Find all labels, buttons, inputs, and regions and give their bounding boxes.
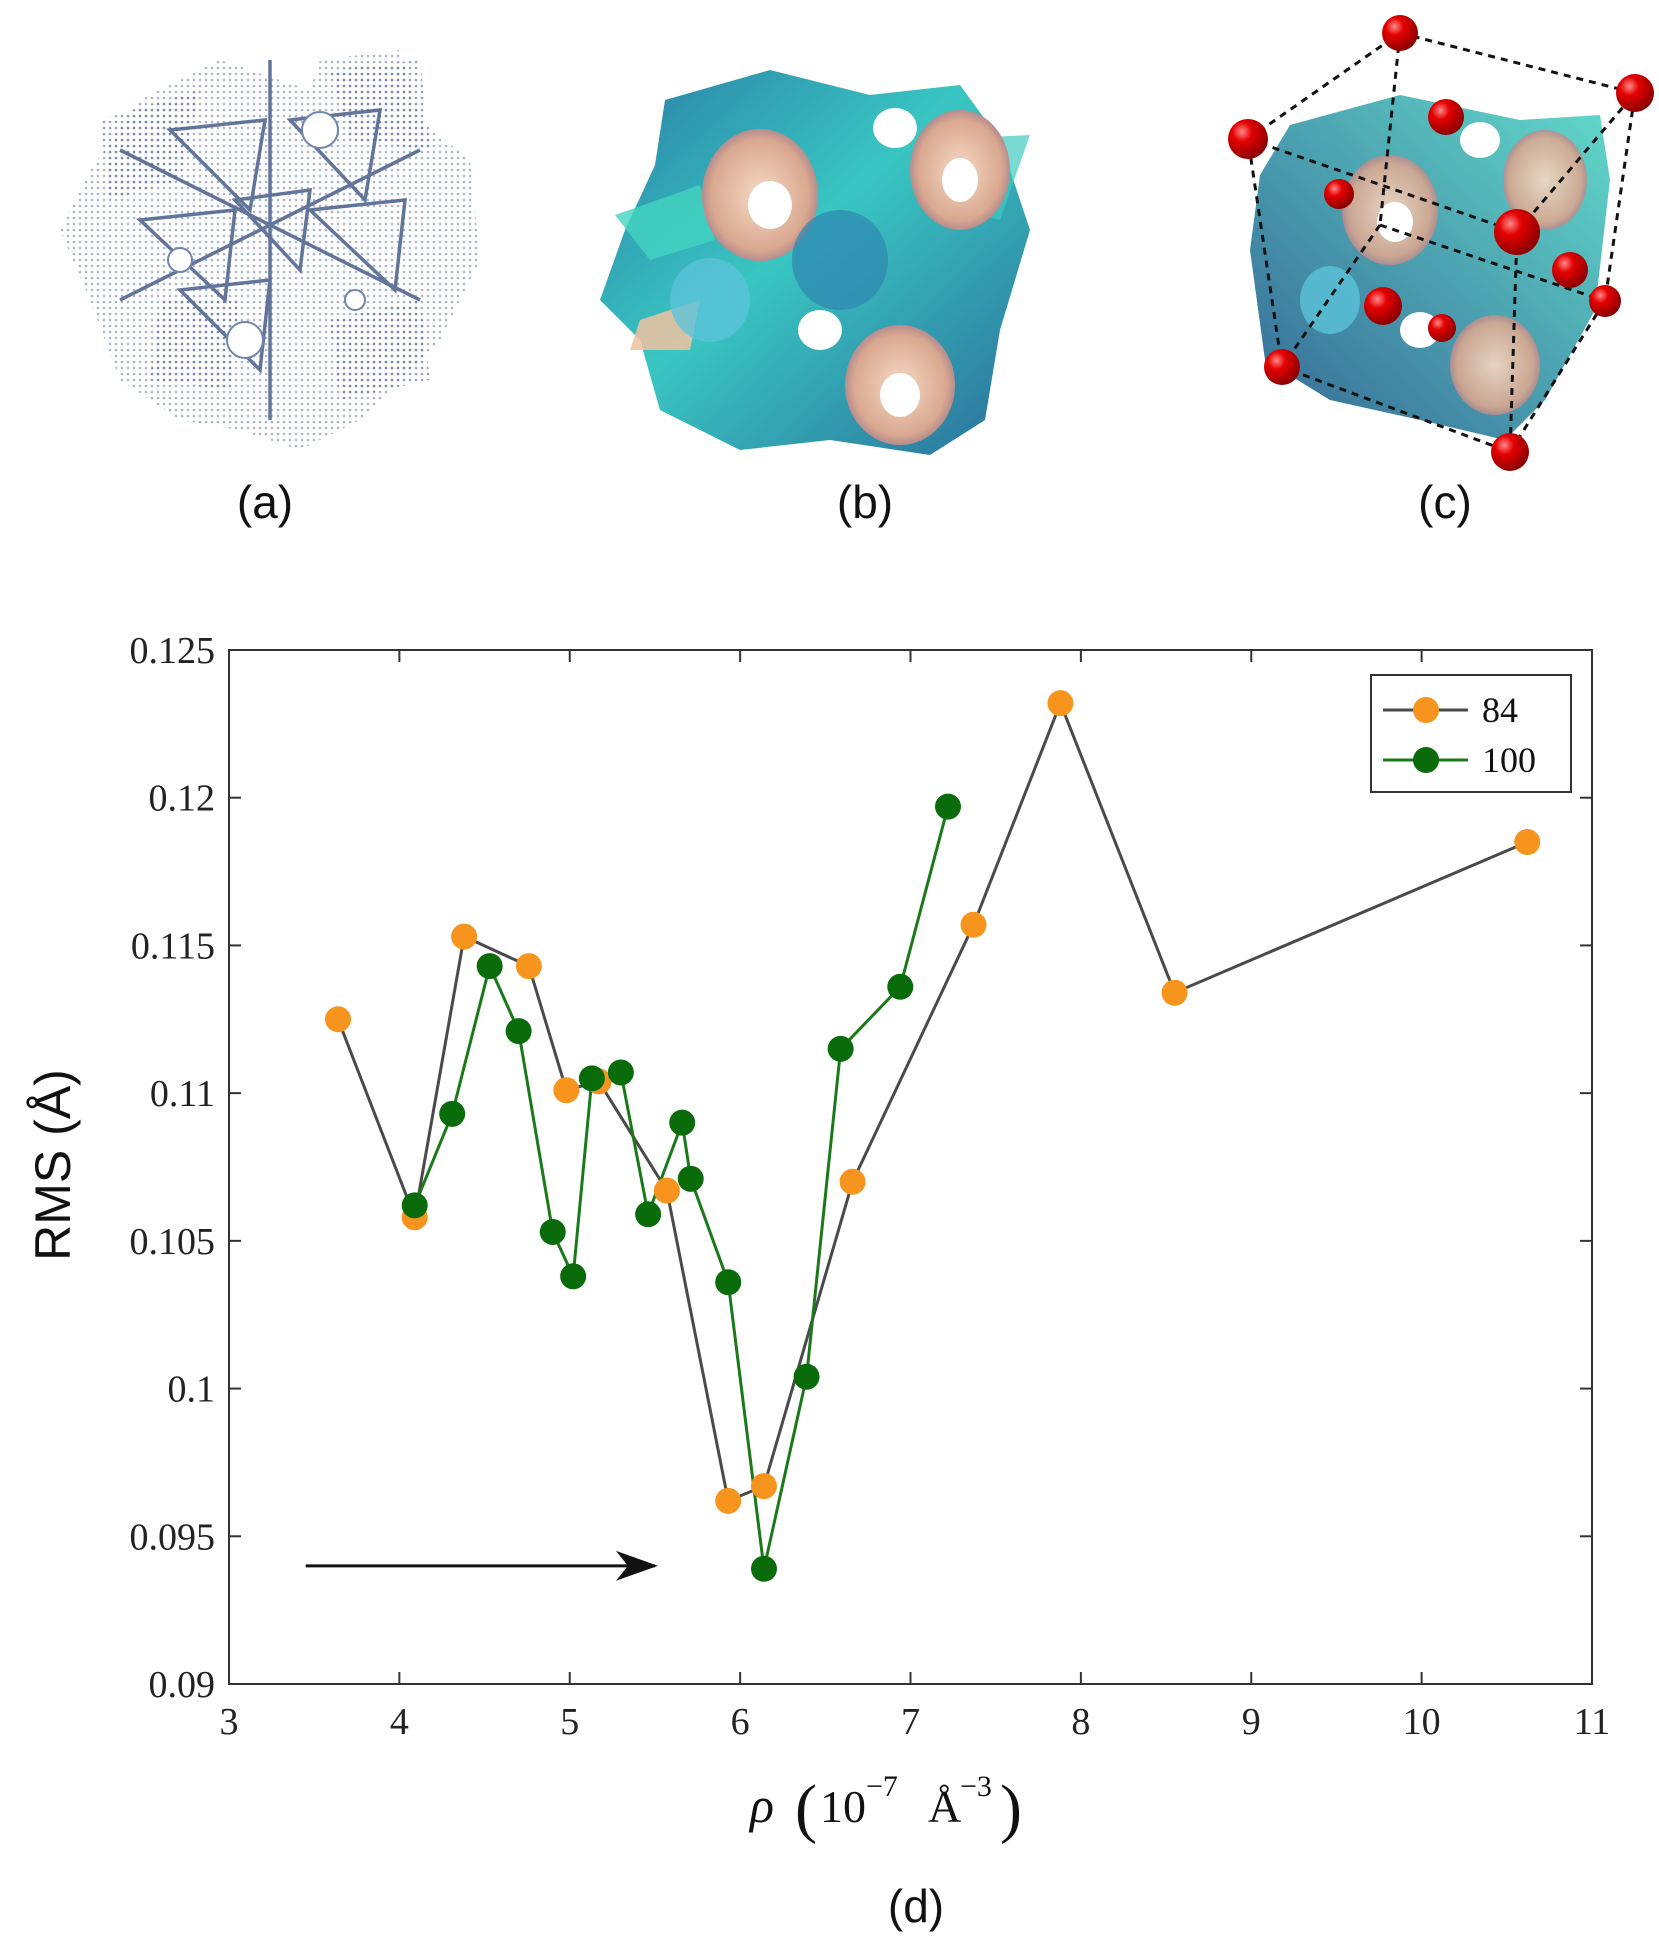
panel-c-label: (c) [1418, 476, 1472, 528]
legend-100-marker [1413, 747, 1439, 773]
series-100-point [669, 1109, 696, 1136]
x-tick-label: 11 [1574, 1701, 1611, 1743]
x-axis-label-symbol: ρ [748, 1777, 774, 1833]
x-axis-label-exp2: −3 [960, 1770, 992, 1803]
y-tick-label: 0.095 [130, 1516, 216, 1558]
series-100-point [505, 1018, 532, 1045]
series-100-point [401, 1192, 428, 1219]
series-100-point [607, 1059, 634, 1086]
series-84-point [451, 923, 478, 950]
series-100-point [677, 1165, 704, 1192]
y-tick-label: 0.11 [150, 1073, 215, 1115]
x-tick-label: 5 [560, 1701, 579, 1743]
series-100-point [635, 1201, 662, 1228]
x-axis-ticks: 3 4 5 6 7 8 9 10 11 [220, 650, 1611, 1743]
series-100-point [578, 1065, 605, 1092]
x-axis-label-base: 10 [820, 1781, 866, 1832]
y-tick-label: 0.12 [149, 778, 216, 820]
legend-box [1370, 674, 1572, 793]
panel-b-label: (b) [837, 476, 893, 528]
y-axis-ticks: 0.09 0.095 0.1 0.105 0.11 0.115 0.12 0.125 [130, 630, 1592, 1706]
x-axis-label-open-paren: ( [795, 1772, 817, 1845]
series-84-point [839, 1168, 866, 1195]
rms-chart: 3 4 5 6 7 8 9 10 11 0.090.0950.10.1050.110.1150.… [25, 630, 1610, 1845]
series-100-point [827, 1035, 854, 1062]
plot-frame [228, 649, 1593, 1685]
legend-100-label: 100 [1482, 740, 1536, 780]
series-layer [325, 690, 1541, 1582]
series-100-point [887, 973, 914, 1000]
x-tick-label: 4 [390, 1701, 409, 1743]
x-tick-label: 8 [1071, 1701, 1090, 1743]
series-84-point [1047, 690, 1074, 717]
x-tick-label: 9 [1242, 1701, 1261, 1743]
panel-b-minimal-surface [600, 70, 1030, 455]
y-tick-label: 0.115 [131, 925, 215, 967]
legend-84-label: 84 [1482, 690, 1518, 730]
x-tick-label: 3 [220, 1701, 239, 1743]
series-84-point [553, 1077, 580, 1104]
series-84-point [1161, 979, 1188, 1006]
x-axis-label-close-paren: ) [1000, 1772, 1022, 1845]
series-84-point [715, 1487, 742, 1514]
series-100-points [401, 793, 961, 1582]
x-axis-label-unit: Å [928, 1781, 961, 1832]
series-84-point [653, 1177, 680, 1204]
y-tick-label: 0.125 [130, 630, 216, 672]
series-100-point [439, 1100, 466, 1127]
series-84-point [750, 1473, 777, 1500]
series-84-point [1514, 829, 1541, 856]
x-tick-label: 10 [1403, 1701, 1441, 1743]
series-84-point [515, 953, 542, 980]
series-100-point [476, 953, 503, 980]
series-84-point [325, 1006, 352, 1033]
x-tick-label: 6 [731, 1701, 750, 1743]
panel-d-label: (d) [888, 1880, 944, 1932]
y-axis-label: RMS (Å) [25, 1069, 81, 1261]
panel-a-point-cloud [60, 50, 480, 450]
x-axis-label-exp: −7 [866, 1770, 898, 1803]
series-100-point [934, 793, 961, 820]
series-100-point [560, 1263, 587, 1290]
x-tick-label: 7 [901, 1701, 920, 1743]
y-tick-label: 0.105 [130, 1221, 216, 1263]
series-100-point [539, 1218, 566, 1245]
panel-a-label: (a) [237, 476, 293, 528]
panel-c-unit-cell [1228, 15, 1654, 471]
series-100-point [750, 1555, 777, 1582]
y-tick-label: 0.1 [168, 1369, 216, 1411]
legend: 84 100 [1370, 674, 1572, 793]
y-tick-label: 0.09 [149, 1664, 216, 1706]
x-axis-label: ρ ( 10 −7 Å −3 ) [748, 1770, 1022, 1845]
series-100-point [715, 1269, 742, 1296]
legend-84-marker [1413, 697, 1439, 723]
series-100-point [793, 1363, 820, 1390]
series-84-point [960, 911, 987, 938]
